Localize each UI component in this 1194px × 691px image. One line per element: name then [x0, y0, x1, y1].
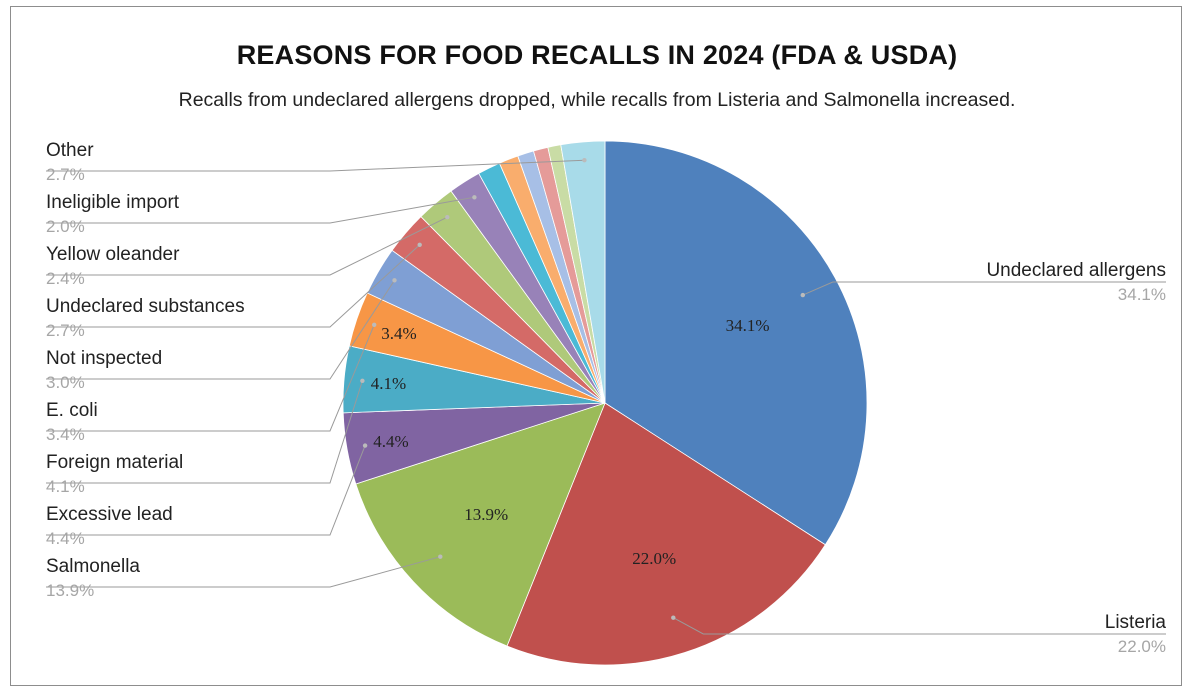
slice-name-not-inspected: Not inspected	[46, 348, 162, 369]
leader-dot-yellow-oleander	[445, 215, 450, 220]
slice-name-undeclared-substances: Undeclared substances	[46, 296, 245, 317]
leader-dot-not-inspected	[392, 278, 397, 283]
slice-pct-undeclared-allergens: 34.1%	[1118, 285, 1166, 304]
slice-name-ineligible-import: Ineligible import	[46, 192, 180, 213]
slice-name-listeria: Listeria	[1105, 612, 1167, 633]
slice-name-other: Other	[46, 140, 94, 161]
slice-name-foreign-material: Foreign material	[46, 452, 183, 473]
slice-pct-undeclared-substances: 2.7%	[46, 321, 85, 340]
pie-slice-listeria	[506, 402, 826, 666]
slice-pct-foreign-material: 4.1%	[46, 477, 85, 496]
leader-line-excessive-lead	[46, 445, 366, 536]
slice-pct-not-inspected: 3.0%	[46, 373, 85, 392]
slice-labels: 34.1% Undeclared allergens 34.1% 22.0% Liste…	[46, 140, 1166, 656]
leader-line-yellow-oleander	[46, 216, 448, 276]
leader-dot-e-coli	[372, 322, 377, 327]
slice-name-salmonella: Salmonella	[46, 556, 140, 577]
pie-slices	[342, 140, 868, 666]
pie-slice-other	[560, 140, 606, 404]
leader-line-undeclared-substances	[46, 244, 421, 328]
leader-line-foreign-material	[46, 380, 363, 484]
leader-line-e-coli	[46, 324, 375, 432]
slice-pct-yellow-oleander: 2.4%	[46, 269, 85, 288]
pie-slice-undeclared-allergens	[604, 140, 868, 546]
slice-name-excessive-lead: Excessive lead	[46, 504, 173, 525]
data-label-foreign-material: 4.1%	[371, 374, 406, 393]
chart-subtitle: Recalls from undeclared allergens droppe…	[178, 89, 1016, 111]
slice-pct-listeria: 22.0%	[1118, 637, 1166, 656]
leader-dot-undeclared-allergens	[800, 292, 805, 298]
data-label-salmonella: 13.9%	[464, 505, 508, 524]
leader-dot-salmonella	[438, 554, 443, 559]
slice-pct-other: 2.7%	[46, 165, 85, 184]
leader-line-listeria	[673, 617, 1166, 635]
data-label-undeclared-allergens: 34.1%	[726, 316, 770, 335]
leader-line-salmonella	[46, 556, 441, 588]
slice-name-yellow-oleander: Yellow oleander	[46, 244, 180, 265]
leader-dot-undeclared-substances	[417, 242, 422, 247]
leader-lines	[46, 158, 1166, 635]
slice-pct-e-coli: 3.4%	[46, 425, 85, 444]
leader-dot-listeria	[671, 615, 676, 620]
slice-pct-salmonella: 13.9%	[46, 581, 94, 600]
leader-dot-ineligible-import	[472, 195, 477, 200]
leader-dot-other	[582, 158, 587, 163]
data-label-listeria: 22.0%	[632, 549, 676, 568]
leader-line-other	[46, 159, 585, 172]
slice-name-e-coli: E. coli	[46, 400, 98, 421]
data-label-e-coli: 3.4%	[381, 324, 416, 343]
data-label-excessive-lead: 4.4%	[373, 432, 408, 451]
leader-dot-foreign-material	[360, 378, 365, 383]
slice-name-undeclared-allergens: Undeclared allergens	[986, 260, 1166, 281]
leader-line-undeclared-allergens	[802, 281, 1166, 296]
leader-line-ineligible-import	[46, 196, 475, 224]
leader-dot-excessive-lead	[362, 443, 368, 448]
slice-pct-excessive-lead: 4.4%	[46, 529, 85, 548]
chart-title: REASONS FOR FOOD RECALLS IN 2024 (FDA & …	[236, 40, 958, 70]
slice-pct-ineligible-import: 2.0%	[46, 217, 85, 236]
leader-line-not-inspected	[46, 280, 395, 380]
